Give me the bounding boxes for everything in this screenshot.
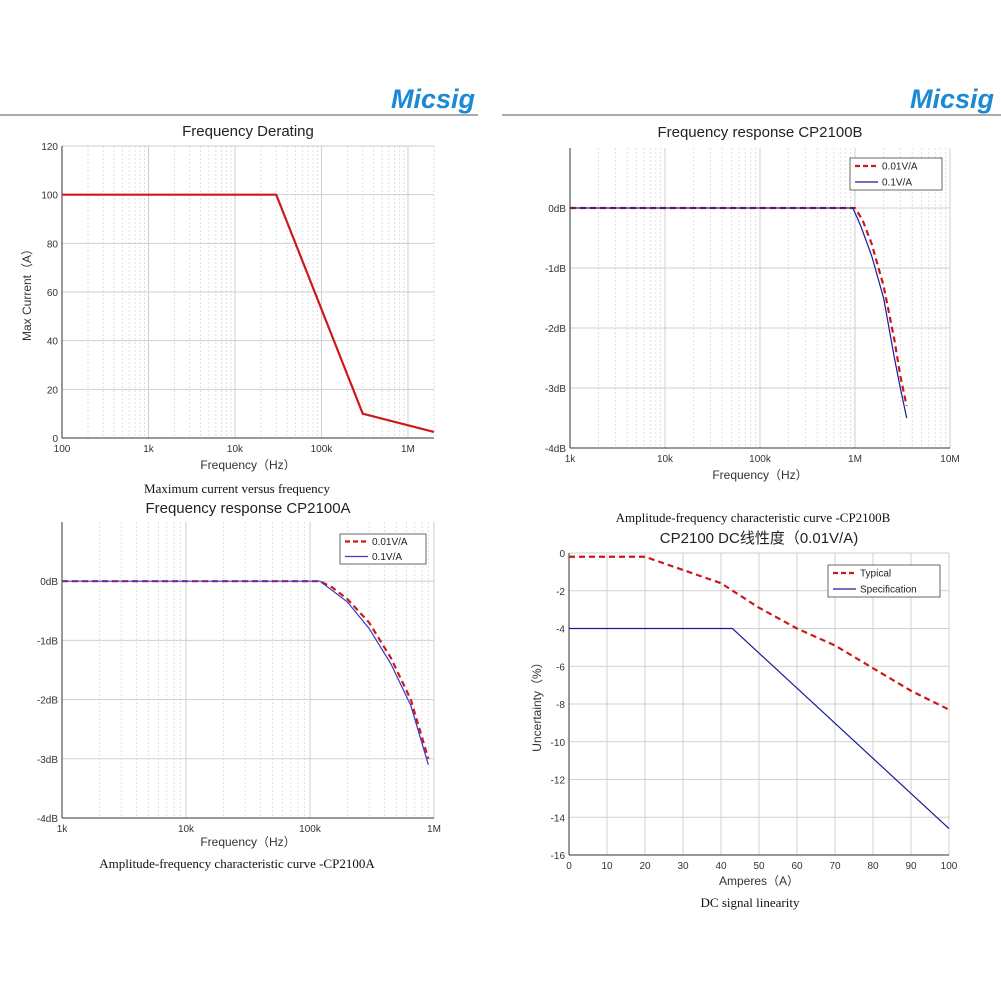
x-tick-label: 0	[566, 861, 572, 872]
x-axis-label: Amperes（A）	[719, 874, 799, 888]
y-tick-label: -6	[556, 662, 565, 673]
legend-label: 0.01V/A	[372, 537, 408, 548]
x-tick-label: 1M	[848, 454, 862, 465]
y-tick-label: 0	[52, 434, 58, 445]
y-tick-label: -1dB	[37, 636, 58, 647]
x-tick-label: 80	[867, 861, 879, 872]
chart-title: Frequency response CP2100A	[145, 500, 350, 517]
x-tick-label: 100k	[749, 454, 772, 465]
y-tick-label: -2	[556, 587, 565, 598]
x-tick-label: 10k	[178, 824, 195, 835]
x-tick-label: 10k	[657, 454, 674, 465]
legend: 0.01V/A 0.1V/A	[339, 533, 427, 565]
y-tick-label: 0	[559, 549, 565, 560]
y-tick-label: -4	[556, 625, 565, 636]
y-tick-label: -12	[551, 776, 566, 787]
caption-cp2100b: Amplitude-frequency characteristic curve…	[616, 510, 891, 525]
caption-cp2100a: Amplitude-frequency characteristic curve…	[99, 856, 375, 871]
x-tick-label: 60	[791, 861, 803, 872]
series-line-0-1v-a	[570, 207, 908, 419]
x-axis-label: Frequency（Hz）	[712, 468, 807, 482]
y-tick-label: -3dB	[545, 384, 566, 395]
chart-1: 100 1k 10k 100k 1M 0 20 40 60 80 100 120 Frequency D…	[20, 123, 435, 472]
x-tick-label: 40	[715, 861, 727, 872]
x-tick-label: 100k	[299, 824, 322, 835]
caption-frequency-derating: Maximum current versus frequency	[144, 481, 330, 496]
y-tick-label: -16	[551, 851, 566, 862]
legend-box	[849, 157, 943, 191]
y-tick-label: 120	[41, 142, 58, 153]
y-tick-label: 0dB	[40, 577, 58, 588]
legend-label: Specification	[860, 585, 917, 596]
series-line-specification	[569, 627, 950, 830]
chart-3: 1k 10k 100k 1M 0dB -1dB -2dB -3dB -4dB Frequency …	[37, 500, 441, 849]
x-tick-label: 90	[905, 861, 917, 872]
x-tick-label: 100k	[311, 444, 334, 455]
y-tick-label: -14	[551, 813, 566, 824]
plot-area	[62, 522, 434, 818]
x-tick-label: 1k	[143, 444, 155, 455]
legend: Typical Specification	[827, 564, 941, 598]
x-tick-label: 10k	[227, 444, 244, 455]
legend: 0.01V/A 0.1V/A	[849, 157, 943, 191]
x-tick-label: 70	[829, 861, 841, 872]
x-tick-label: 30	[677, 861, 689, 872]
y-axis-label: Max Current（A）	[20, 243, 34, 341]
x-tick-label: 100	[54, 444, 71, 455]
legend-box	[339, 533, 427, 565]
y-tick-label: -4dB	[37, 814, 58, 825]
y-tick-label: -8	[556, 700, 565, 711]
legend-box	[827, 564, 941, 598]
x-tick-label: 20	[639, 861, 651, 872]
series-line-1	[62, 193, 435, 433]
y-tick-label: -10	[551, 738, 566, 749]
y-axis-label: Uncertainty（%）	[530, 656, 544, 751]
x-tick-label: 1M	[427, 824, 441, 835]
legend-label: Typical	[860, 569, 891, 580]
y-tick-label: -4dB	[545, 444, 566, 455]
x-tick-label: 10	[601, 861, 613, 872]
x-tick-label: 1k	[565, 454, 577, 465]
y-tick-label: 0dB	[548, 204, 566, 215]
x-tick-label: 1M	[401, 444, 415, 455]
chart-title: Frequency Derating	[182, 123, 314, 140]
caption-dc-linearity: DC signal linearity	[701, 895, 800, 910]
series-line-0-01v-a	[570, 206, 908, 407]
legend-label: 0.01V/A	[882, 162, 918, 173]
x-tick-label: 10M	[940, 454, 959, 465]
chart-title: CP2100 DC线性度（0.01V/A)	[660, 530, 858, 547]
chart-2: 1k 10k 100k 1M 10M 0dB -1dB -2dB -3dB -4dB Frequen…	[545, 124, 960, 482]
chart-4: 0 10 20 30 40 50 60 70 80 90 100 0 -2 -4 -6 -8 -10 -12 -14…	[530, 530, 958, 888]
y-tick-label: 80	[47, 239, 59, 250]
y-tick-label: -2dB	[545, 324, 566, 335]
chart-title: Frequency response CP2100B	[657, 124, 862, 141]
legend-label: 0.1V/A	[882, 178, 912, 189]
x-tick-label: 100	[941, 861, 958, 872]
y-tick-label: -1dB	[545, 264, 566, 275]
brand-logo-right: Micsig	[910, 84, 995, 114]
series-line-0-1v-a	[62, 580, 429, 765]
y-tick-label: -3dB	[37, 755, 58, 766]
legend-label: 0.1V/A	[372, 552, 402, 563]
x-axis-label: Frequency（Hz）	[200, 835, 295, 849]
x-tick-label: 50	[753, 861, 765, 872]
brand-logo-left: Micsig	[391, 84, 476, 114]
x-axis-label: Frequency（Hz）	[200, 458, 295, 472]
x-tick-label: 1k	[57, 824, 69, 835]
series-line-typical	[569, 555, 950, 711]
y-tick-label: -2dB	[37, 696, 58, 707]
y-tick-label: 20	[47, 385, 59, 396]
y-tick-label: 40	[47, 337, 59, 348]
y-tick-label: 60	[47, 288, 59, 299]
y-tick-label: 100	[41, 191, 58, 202]
